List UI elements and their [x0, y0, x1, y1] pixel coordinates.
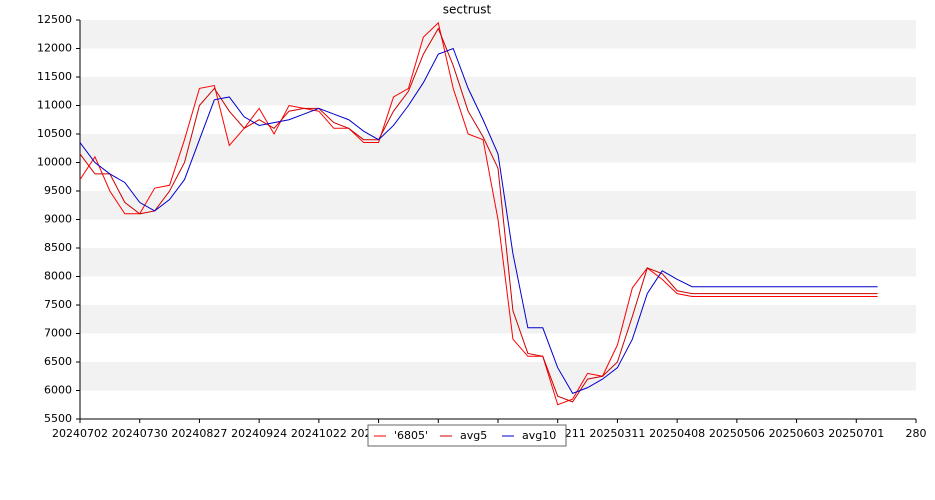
x-tick-label: 20240730: [112, 427, 168, 440]
x-tick-label: 20250603: [769, 427, 825, 440]
y-tick-label: 10500: [37, 127, 72, 140]
y-tick-label: 8500: [44, 241, 72, 254]
legend-label: avg10: [522, 429, 556, 442]
x-tick-label: 20241022: [291, 427, 347, 440]
x-tick-label: 20240702: [52, 427, 108, 440]
grid-band: [80, 134, 916, 163]
y-tick-label: 7500: [44, 298, 72, 311]
legend-label: '6805': [394, 429, 428, 442]
grid-band: [80, 248, 916, 277]
y-tick-label: 11000: [37, 99, 72, 112]
series-line: [79, 47, 878, 394]
y-tick-label: 8000: [44, 270, 72, 283]
legend: '6805' avg5 avg10: [367, 424, 567, 447]
grid-band: [80, 20, 916, 49]
y-tick-label: 6000: [44, 384, 72, 397]
x-tick-label: 20250311: [589, 427, 645, 440]
y-tick-label: 7000: [44, 327, 72, 340]
legend-label: avg5: [460, 429, 487, 442]
y-tick-label: 6500: [44, 355, 72, 368]
grid-band: [80, 77, 916, 106]
x-tick-label: 20250701: [828, 427, 884, 440]
grid-band: [80, 362, 916, 391]
x-tick-label: 20250408: [649, 427, 705, 440]
y-tick-label: 11500: [37, 70, 72, 83]
x-tick-label: 20240827: [171, 427, 227, 440]
series-line: [79, 27, 878, 403]
grid-band: [80, 305, 916, 334]
legend-box: [367, 424, 567, 447]
y-tick-label: 12000: [37, 42, 72, 55]
y-tick-label: 5500: [44, 412, 72, 425]
y-tick-label: 9500: [44, 184, 72, 197]
grid-band: [80, 191, 916, 220]
chart-title: sectrust: [443, 3, 492, 17]
x-tick-label: 20240924: [231, 427, 287, 440]
x-tick-label: 280: [906, 427, 927, 440]
x-tick-label: 20250506: [709, 427, 765, 440]
y-tick-label: 9000: [44, 213, 72, 226]
y-tick-label: 12500: [37, 13, 72, 26]
y-tick-label: 10000: [37, 156, 72, 169]
